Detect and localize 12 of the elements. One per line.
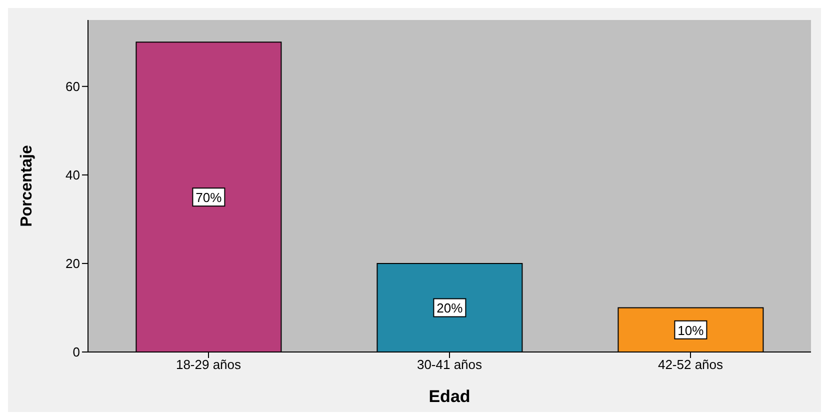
data-label: 70% [196, 190, 222, 206]
data-label: 20% [436, 300, 464, 316]
y-tick-label: 40 [66, 168, 80, 183]
x-tick-label: 30-41 años [416, 357, 483, 372]
y-axis-title: Porcentaje [18, 144, 36, 227]
y-tick-label: 20 [66, 256, 80, 272]
y-tick-label: 0 [72, 344, 80, 360]
x-tick-label: 42-52 años [658, 357, 724, 372]
x-tick-label: 18-29 años [176, 357, 242, 372]
data-label: 10% [678, 322, 704, 338]
x-axis-title: Edad [428, 387, 470, 406]
y-tick-label: 60 [66, 79, 80, 94]
